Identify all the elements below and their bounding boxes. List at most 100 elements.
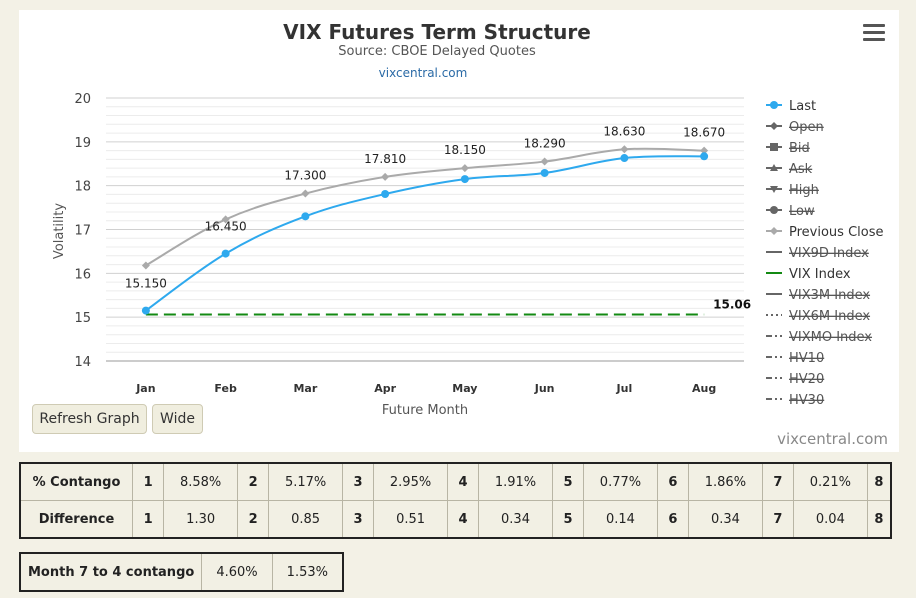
month74-value-2: 1.53% — [271, 552, 344, 592]
month-7-to-4-table: Month 7 to 4 contango 4.60% 1.53% — [19, 552, 344, 592]
vix-index-value-label: 15.06 — [713, 298, 751, 312]
previous-close-point — [460, 164, 469, 173]
legend-label: Previous Close — [789, 225, 884, 240]
wide-button[interactable]: Wide — [152, 404, 203, 434]
y-tick-label: 14 — [74, 355, 91, 370]
legend-item[interactable]: VIXMO Index — [766, 330, 872, 345]
legend-label: VIXMO Index — [789, 330, 872, 345]
legend-label: Open — [789, 120, 824, 135]
chart-svg: VIX Futures Term Structure Source: CBOE … — [52, 20, 884, 418]
value-cell: 5.17% — [268, 462, 343, 501]
last-point — [620, 154, 629, 163]
previous-close-line — [145, 147, 705, 267]
value-cell: 0.34 — [688, 500, 763, 539]
chart-container: VIX Futures Term Structure Source: CBOE … — [19, 10, 899, 452]
legend-item[interactable]: VIX3M Index — [766, 288, 870, 303]
month-index-cell: 3 — [341, 500, 375, 539]
legend-item[interactable]: Last — [766, 99, 816, 114]
legend-label: Low — [789, 204, 815, 219]
legend-item[interactable]: Ask — [766, 162, 813, 177]
y-tick-label: 19 — [74, 136, 91, 151]
last-point — [221, 249, 230, 258]
legend-label: VIX9D Index — [789, 246, 869, 261]
chart-title: VIX Futures Term Structure — [283, 20, 591, 44]
last-data-label: 17.300 — [284, 169, 326, 183]
last-line — [145, 155, 705, 312]
month74-value-1: 4.60% — [201, 552, 273, 592]
x-tick-label: Aug — [692, 382, 716, 395]
legend-circle-icon — [770, 101, 778, 109]
legend-label: HV10 — [789, 351, 824, 366]
value-cell: 0.85 — [268, 500, 343, 539]
legend-item[interactable]: Bid — [766, 141, 810, 156]
x-tick-label: Feb — [214, 382, 237, 395]
month-index-cell: 6 — [656, 500, 690, 539]
x-tick-label: Jan — [135, 382, 155, 395]
last-data-label: 16.450 — [205, 220, 247, 234]
legend-diamond-icon — [770, 122, 778, 130]
legend-label: VIX Index — [789, 267, 851, 282]
value-cell: 0.51 — [373, 500, 448, 539]
legend-item[interactable]: HV20 — [766, 372, 824, 387]
month-index-cell: 4 — [446, 462, 480, 501]
legend-item[interactable]: HV10 — [766, 351, 824, 366]
x-tick-label: Mar — [293, 382, 317, 395]
value-cell: 1.86% — [688, 462, 763, 501]
last-point — [460, 175, 469, 184]
legend-item[interactable]: VIX6M Index — [766, 309, 870, 324]
x-tick-label: May — [452, 382, 477, 395]
legend-square-icon — [770, 143, 778, 151]
table-row: Month 7 to 4 contango 4.60% 1.53% — [19, 552, 344, 592]
legend-item[interactable]: Low — [766, 204, 815, 219]
legend[interactable]: Last Open Bid Ask High Low Previous Close VIX9D… — [766, 99, 884, 408]
last-data-label: 15.150 — [125, 277, 167, 291]
month-index-cell: 8 — [866, 500, 892, 539]
month-index-cell: 6 — [656, 462, 690, 501]
value-cell: 0.77% — [583, 462, 658, 501]
x-tick-label: Apr — [374, 382, 396, 395]
value-cell: 0.04 — [793, 500, 868, 539]
legend-item[interactable]: Open — [766, 120, 824, 135]
month-index-cell: 5 — [551, 462, 585, 501]
hamburger-menu-icon[interactable] — [863, 24, 885, 44]
last-point — [540, 168, 549, 177]
last-point — [700, 152, 709, 161]
month-index-cell: 8 — [866, 462, 892, 501]
legend-item[interactable]: VIX9D Index — [766, 246, 869, 261]
month-index-cell: 2 — [236, 462, 270, 501]
chart-credit-link[interactable]: vixcentral.com — [379, 66, 468, 80]
last-data-label: 18.630 — [603, 124, 645, 138]
month-index-cell: 5 — [551, 500, 585, 539]
previous-close-point — [301, 189, 310, 198]
y-tick-label: 20 — [74, 92, 91, 107]
month-index-cell: 2 — [236, 500, 270, 539]
table-row-label: Difference — [19, 500, 134, 539]
y-tick-label: 18 — [74, 180, 91, 195]
legend-item[interactable]: High — [766, 183, 819, 198]
series-layer: 15.06 15.150 16.450 17.300 17.810 18.150 18.29… — [125, 124, 751, 316]
last-point — [301, 212, 310, 221]
legend-circle-icon — [770, 206, 778, 214]
y-axis-title: Volatility — [52, 203, 67, 259]
legend-label: Last — [789, 99, 816, 114]
legend-item[interactable]: VIX Index — [766, 267, 851, 282]
legend-label: HV20 — [789, 372, 824, 387]
month-index-cell: 7 — [761, 500, 795, 539]
month-index-cell: 1 — [132, 500, 165, 539]
y-tick-label: 17 — [74, 224, 91, 239]
previous-close-point — [221, 215, 230, 224]
legend-item[interactable]: HV30 — [766, 393, 824, 408]
x-axis-title: Future Month — [382, 403, 468, 418]
previous-close-point — [700, 146, 709, 155]
last-data-label: 18.290 — [524, 137, 566, 151]
legend-label: HV30 — [789, 393, 824, 408]
previous-close-point — [141, 261, 150, 270]
legend-label: Ask — [789, 162, 813, 177]
previous-close-point — [381, 172, 390, 181]
refresh-graph-button[interactable]: Refresh Graph — [32, 404, 147, 434]
legend-item[interactable]: Previous Close — [766, 225, 884, 240]
month-index-cell: 4 — [446, 500, 480, 539]
legend-triangle-down-icon — [770, 186, 778, 193]
value-cell: 0.21% — [793, 462, 868, 501]
last-point — [141, 306, 150, 315]
